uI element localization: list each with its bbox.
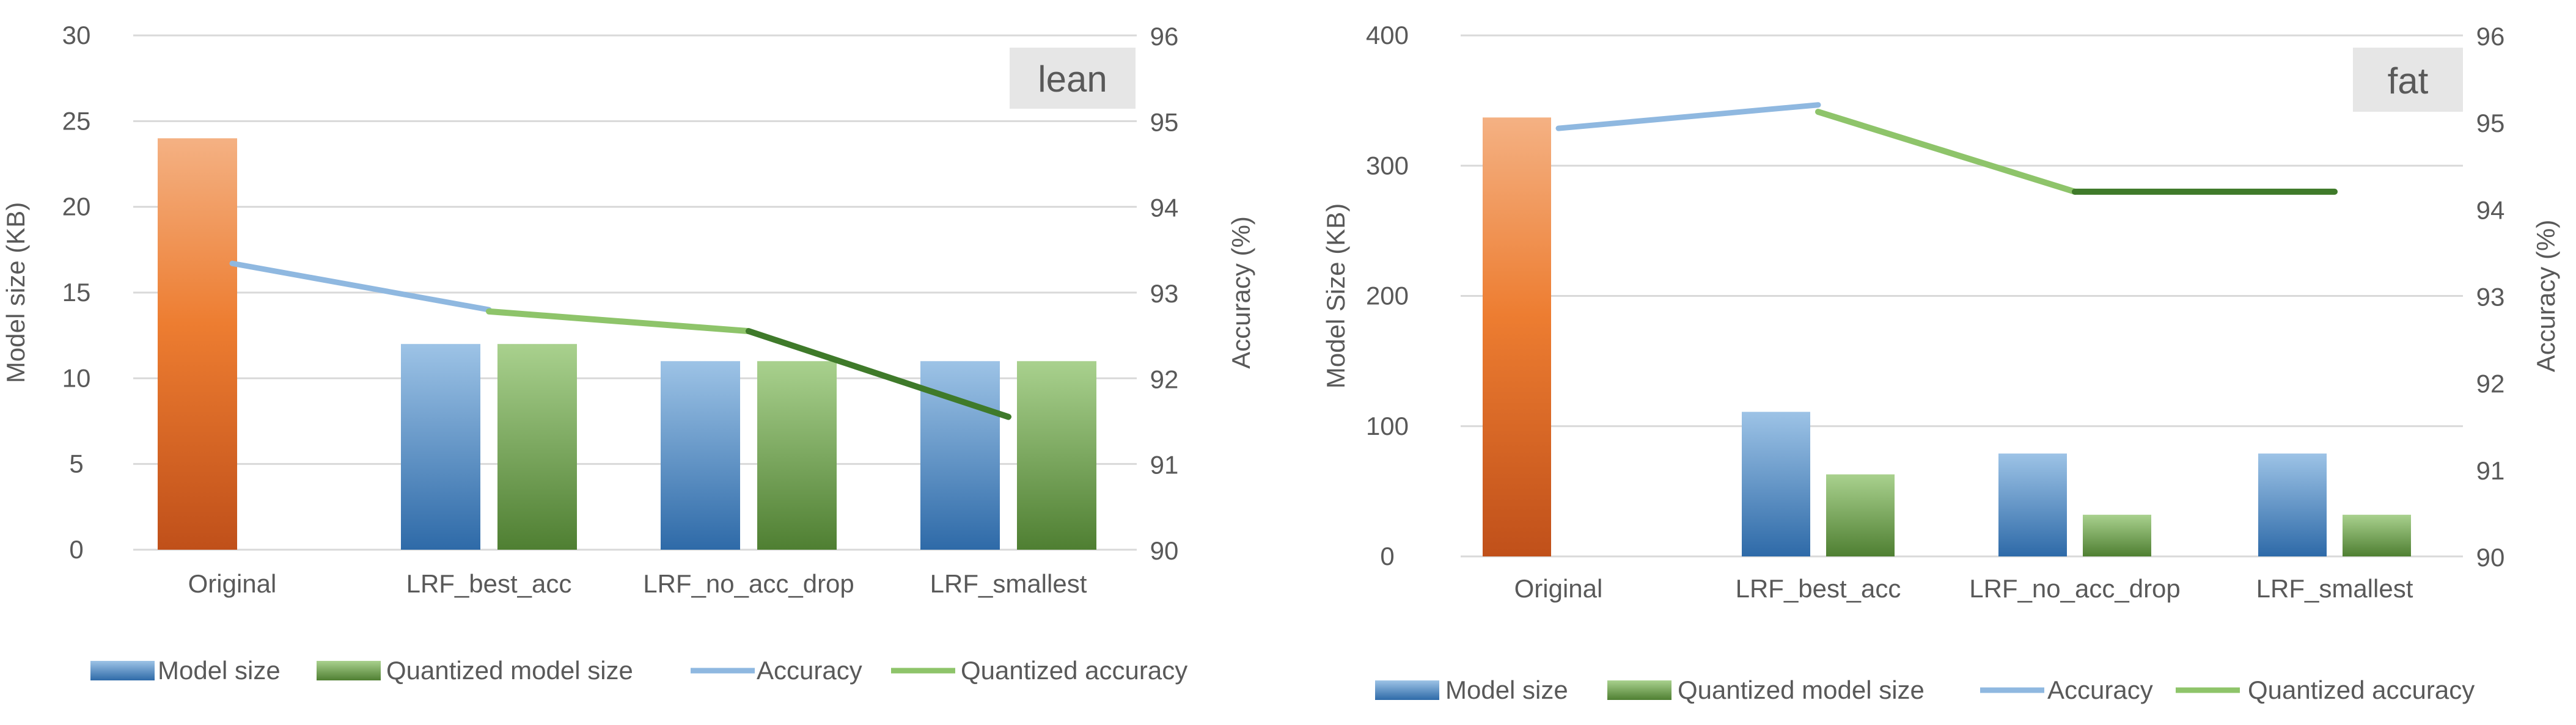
x-tick-label: Original xyxy=(1514,574,1603,603)
y-tick-label: 30 xyxy=(62,21,91,49)
line-quantized-accuracy xyxy=(746,328,1011,420)
y-tick-label: 400 xyxy=(1366,21,1409,49)
y2-tick-label: 90 xyxy=(1150,536,1179,565)
bar-quantized-model-size xyxy=(2343,514,2411,556)
chart-title-box xyxy=(1010,48,1136,109)
line-quantized-accuracy xyxy=(1815,109,2078,195)
legend-swatch xyxy=(1375,680,1439,700)
y-tick-label: 200 xyxy=(1366,282,1409,310)
x-tick-label: Original xyxy=(188,569,277,598)
legend-label: Quantized model size xyxy=(1678,676,1925,704)
x-tick-label: LRF_smallest xyxy=(930,569,1087,598)
bar-quantized-model-size xyxy=(497,344,577,550)
x-tick-label: LRF_smallest xyxy=(2256,574,2413,603)
y2-tick-label: 91 xyxy=(2476,456,2505,485)
legend-label: Model size xyxy=(1445,676,1568,704)
line-accuracy xyxy=(1555,102,1821,131)
legend-label: Accuracy xyxy=(2047,676,2153,704)
chart-panel-fat: 0 100 200 300 400 90 91 92 93 94 95 96 Model Size (K… xyxy=(1321,21,2560,704)
line-quantized-accuracy xyxy=(486,308,752,335)
y-tick-label: 20 xyxy=(62,192,91,221)
bar-quantized-model-size xyxy=(1017,361,1096,550)
bar-model-size xyxy=(1998,453,2067,556)
bar-original xyxy=(1483,117,1551,556)
y2-axis-title: Accuracy (%) xyxy=(1227,216,1255,369)
y-tick-label: 100 xyxy=(1366,412,1409,440)
chart-title: fat xyxy=(2388,60,2429,101)
legend-label: Model size xyxy=(158,656,281,685)
legend-label: Quantized model size xyxy=(386,656,633,685)
y2-tick-label: 93 xyxy=(1150,279,1179,308)
y-tick-label: 0 xyxy=(1380,542,1394,570)
y2-tick-label: 91 xyxy=(1150,451,1179,479)
chart-title-box xyxy=(2353,48,2463,112)
y2-tick-label: 95 xyxy=(1150,107,1179,136)
bar-original xyxy=(158,138,237,550)
y2-tick-label: 94 xyxy=(2476,195,2505,224)
x-tick-label: LRF_no_acc_drop xyxy=(1969,574,2181,603)
bar-quantized-model-size xyxy=(2083,514,2151,556)
y2-tick-label: 92 xyxy=(2476,370,2505,398)
y2-tick-label: 96 xyxy=(1150,22,1179,51)
y-tick-label: 5 xyxy=(69,450,83,478)
y-tick-label: 300 xyxy=(1366,151,1409,180)
legend-label: Accuracy xyxy=(757,656,862,685)
y2-tick-label: 95 xyxy=(2476,109,2505,137)
y2-axis-title: Accuracy (%) xyxy=(2531,220,2560,373)
chart-title: lean xyxy=(1038,59,1107,100)
y2-tick-label: 94 xyxy=(1150,194,1179,222)
bar-model-size xyxy=(1742,412,1810,556)
legend-label: Quantized accuracy xyxy=(961,656,1187,685)
y2-tick-label: 90 xyxy=(2476,543,2505,572)
bar-model-size xyxy=(401,344,480,550)
bar-model-size xyxy=(2258,453,2327,556)
legend-swatch xyxy=(317,661,381,680)
y-tick-label: 0 xyxy=(69,535,83,564)
y2-tick-label: 96 xyxy=(2476,22,2505,51)
chart-panel-lean: 0 5 10 15 20 25 30 90 91 92 93 94 95 96 Model size (KB… xyxy=(1,21,1255,685)
y2-tick-label: 92 xyxy=(1150,365,1179,393)
y-tick-label: 10 xyxy=(62,363,91,392)
y-tick-label: 15 xyxy=(62,278,91,307)
x-tick-label: LRF_no_acc_drop xyxy=(643,569,854,598)
legend-swatch xyxy=(90,661,155,680)
bar-quantized-model-size xyxy=(1826,474,1895,556)
legend-swatch xyxy=(1607,680,1671,700)
x-tick-label: LRF_best_acc xyxy=(406,569,572,598)
bar-model-size xyxy=(661,361,740,550)
line-accuracy xyxy=(229,260,492,313)
legend-label: Quantized accuracy xyxy=(2248,676,2475,704)
y-axis-title: Model size (KB) xyxy=(1,202,30,383)
y-axis-title: Model Size (KB) xyxy=(1321,203,1350,388)
y-tick-label: 25 xyxy=(62,106,91,135)
bar-quantized-model-size xyxy=(757,361,837,550)
x-tick-label: LRF_best_acc xyxy=(1736,574,1901,603)
y2-tick-label: 93 xyxy=(2476,283,2505,311)
